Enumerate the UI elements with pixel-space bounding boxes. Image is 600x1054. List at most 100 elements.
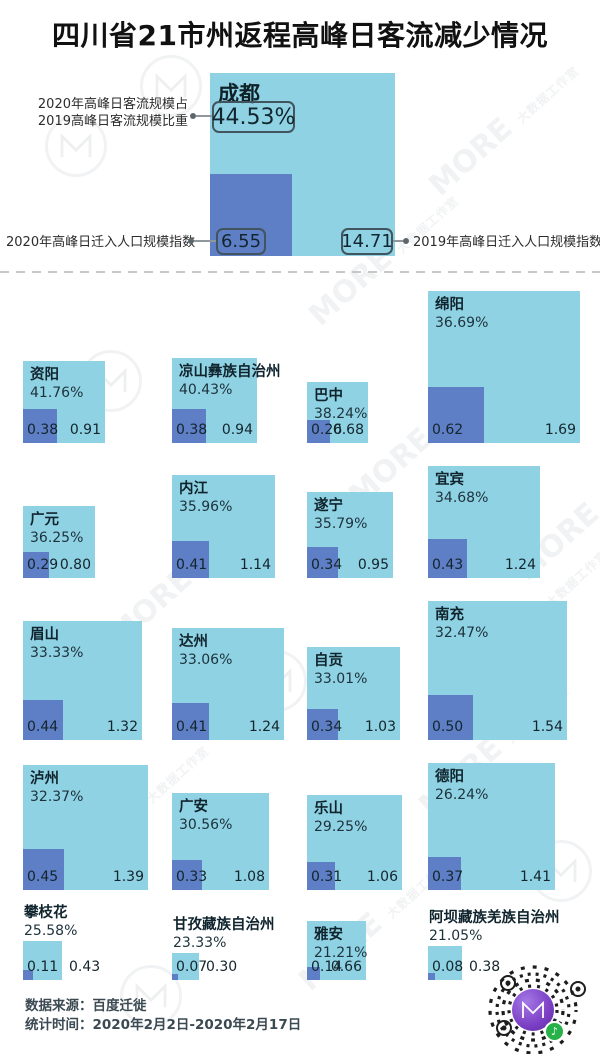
qr-eye-marker-2 (496, 1020, 512, 1036)
city-value-2019: 0.68 (332, 422, 364, 438)
city-name: 攀枝花 (24, 905, 68, 921)
city-value-2019: 0.66 (330, 959, 362, 975)
city-name: 内江 (179, 481, 208, 497)
city-name: 遂宁 (314, 498, 343, 514)
city-name: 南充 (435, 607, 464, 623)
city-square-2020 (23, 700, 63, 740)
city-value-2019: 1.54 (531, 719, 563, 735)
city-name: 凉山彝族自治州 (179, 364, 281, 380)
qr-eye-marker-0 (500, 975, 516, 991)
label-pct-line2: 2019高峰日客流规模比重 (37, 114, 188, 129)
city-value-2019: 0.38 (469, 959, 501, 975)
dashed-divider (0, 271, 600, 273)
city-value-2020: 0.07 (176, 959, 208, 975)
city-value-2019: 1.69 (544, 422, 576, 438)
callout-dot-2019 (403, 238, 409, 244)
city-value-2019: 1.41 (519, 869, 551, 885)
city-value-2019: 1.14 (239, 557, 271, 573)
qr-eye-marker-1 (570, 981, 586, 997)
city-square-2020 (172, 703, 209, 740)
city-square-2020 (23, 552, 49, 578)
city-square-2020 (428, 695, 473, 740)
callout-line-2019 (393, 240, 403, 242)
city-pct: 21.05% (429, 928, 483, 944)
city-name: 阿坝藏族羌族自治州 (429, 910, 560, 926)
city-pct: 21.21% (314, 945, 368, 961)
city-square-2020 (307, 862, 335, 890)
city-value-2019: 0.95 (357, 557, 389, 573)
city-square-2020 (307, 967, 320, 980)
city-square-2020 (172, 974, 178, 980)
city-pct: 40.43% (179, 382, 233, 398)
city-value-2020: 0.37 (432, 869, 464, 885)
city-value-2019: 1.24 (248, 719, 280, 735)
city-name: 德阳 (435, 769, 464, 785)
city-pct: 26.24% (435, 787, 489, 803)
city-square-2020 (428, 973, 435, 980)
city-value-2019: 0.80 (59, 557, 91, 573)
city-name: 眉山 (30, 627, 59, 643)
city-square-2020 (172, 409, 206, 443)
city-value-2020: 0.38 (176, 422, 208, 438)
city-square-2020 (23, 409, 57, 443)
city-name: 乐山 (314, 801, 343, 817)
callout-dot-pct (190, 113, 196, 119)
city-value-2019: 0.94 (221, 422, 253, 438)
city-pct: 34.68% (435, 490, 489, 506)
city-pct: 35.96% (179, 499, 233, 515)
city-pct: 32.37% (30, 789, 84, 805)
city-name: 宜宾 (435, 472, 464, 488)
city-value-2020: 0.26 (311, 422, 343, 438)
city-value-2020: 0.41 (176, 557, 208, 573)
featured-pct-box: 44.53% (212, 101, 295, 133)
city-value-2020: 0.44 (27, 719, 59, 735)
city-pct: 36.25% (30, 530, 84, 546)
page-title: 四川省21市州返程高峰日客流减少情况 (52, 19, 548, 52)
city-value-2019: 0.43 (69, 959, 101, 975)
city-pct: 30.56% (179, 817, 233, 833)
city-square-2020 (307, 547, 338, 578)
city-value-2020: 0.38 (27, 422, 59, 438)
featured-2020-box: 6.55 (216, 228, 266, 255)
watermark: MORE 大数据工作室 (422, 63, 582, 204)
city-name: 甘孜藏族自治州 (173, 917, 275, 933)
featured-square-2020 (210, 174, 292, 256)
city-pct: 33.06% (179, 652, 233, 668)
city-pct: 36.69% (435, 315, 489, 331)
city-square-2020 (23, 970, 33, 980)
city-value-2020: 0.29 (27, 557, 59, 573)
city-value-2019: 1.08 (233, 869, 265, 885)
city-value-2020: 0.31 (311, 869, 343, 885)
city-square-2020 (172, 541, 209, 578)
city-square-2020 (307, 709, 338, 740)
city-value-2020: 0.33 (176, 869, 208, 885)
callout-line-2020 (194, 240, 216, 242)
featured-2020-value: 6.55 (220, 231, 262, 252)
city-square-2020 (428, 539, 467, 578)
city-pct: 38.24% (314, 406, 368, 422)
callout-line-pct (196, 115, 212, 117)
city-name: 泸州 (30, 771, 59, 787)
city-value-2020: 0.43 (432, 557, 464, 573)
city-value-2020: 0.08 (432, 959, 464, 975)
footer-time: 统计时间：2020年2月2日-2020年2月17日 (25, 1017, 302, 1033)
city-value-2020: 0.11 (27, 959, 59, 975)
city-square-2020 (23, 849, 64, 890)
city-name: 广安 (179, 799, 208, 815)
city-pct: 25.58% (24, 923, 78, 939)
label-2020-index: 2020年高峰日迁入人口规模指数 (6, 235, 196, 250)
city-pct: 29.25% (314, 819, 368, 835)
city-pct: 23.33% (173, 935, 227, 951)
city-pct: 35.79% (314, 516, 368, 532)
featured-pct-value: 44.53% (211, 104, 296, 130)
city-square-2020 (307, 420, 330, 443)
city-name: 达州 (179, 634, 208, 650)
city-name: 资阳 (30, 367, 59, 383)
city-pct: 33.33% (30, 645, 84, 661)
city-name: 雅安 (314, 927, 343, 943)
callout-dot-2020 (188, 238, 194, 244)
city-value-2020: 0.41 (176, 719, 208, 735)
city-value-2019: 0.91 (69, 422, 101, 438)
city-value-2019: 1.03 (364, 719, 396, 735)
